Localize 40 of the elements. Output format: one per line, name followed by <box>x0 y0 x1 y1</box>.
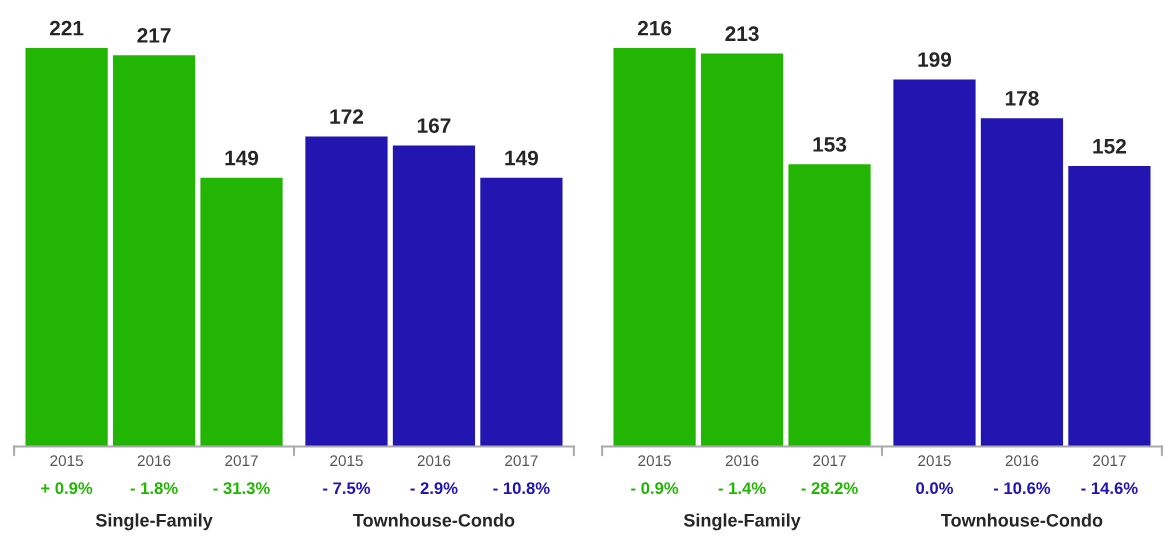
text: 0.0% <box>916 482 954 495</box>
text: + 0.9% <box>41 482 93 495</box>
text: - 28.2% <box>801 482 858 495</box>
text: - 10.8% <box>493 482 550 495</box>
x-tick-label: 2016 <box>137 455 171 467</box>
x-tick-label: 2017 <box>225 455 258 467</box>
text: Single-Family <box>95 513 213 531</box>
x-tick-label: 2017 <box>813 455 846 467</box>
data-label: 199 <box>918 52 952 67</box>
data-label: 213 <box>725 26 759 42</box>
text: - 14.6% <box>1081 482 1138 495</box>
text: - 2.9% <box>410 482 458 495</box>
data-label: 149 <box>225 150 259 166</box>
data-label: 152 <box>1093 138 1126 154</box>
text: - 0.9% <box>631 482 679 495</box>
text: Townhouse-Condo <box>353 513 515 527</box>
x-tick-label: 2015 <box>638 455 671 467</box>
text: - 10.6% <box>993 482 1051 495</box>
text: Townhouse-Condo <box>941 513 1103 527</box>
data-label: 153 <box>813 137 847 152</box>
x-tick-label: 2016 <box>417 455 451 467</box>
data-label: 221 <box>49 20 84 36</box>
data-label: 149 <box>505 150 539 166</box>
data-label: 216 <box>637 20 672 36</box>
text: - 7.5% <box>323 482 371 495</box>
text: - 1.4% <box>718 482 766 495</box>
x-tick-label: 2015 <box>50 455 83 467</box>
data-label: 178 <box>1005 90 1039 106</box>
x-tick-label: 2017 <box>505 455 538 467</box>
text: Single-Family <box>683 513 801 531</box>
x-tick-label: 2016 <box>725 455 759 467</box>
data-label: 167 <box>417 118 451 133</box>
text: - 31.3% <box>213 482 270 495</box>
x-tick-label: 2015 <box>330 455 363 467</box>
data-label: 217 <box>137 28 171 43</box>
x-tick-label: 2016 <box>1005 455 1039 467</box>
text: - 1.8% <box>130 482 178 495</box>
data-label: 172 <box>330 109 364 124</box>
x-tick-label: 2015 <box>918 455 951 467</box>
x-tick-label: 2017 <box>1093 455 1126 467</box>
